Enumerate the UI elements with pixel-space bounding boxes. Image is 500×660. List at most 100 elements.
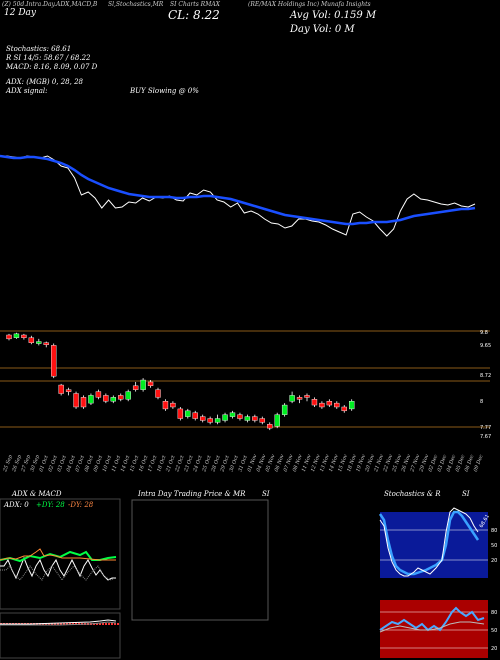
rsi-blue-line: [379, 606, 485, 632]
candle: [51, 345, 57, 377]
adx-panel: ADX & MACD ADX: 0 +DY: 28 -DY: 28: [0, 490, 121, 659]
candle: [6, 334, 12, 340]
candle: [170, 402, 176, 408]
candle: [341, 406, 347, 412]
x-axis-label: 02 Dec: [428, 454, 440, 473]
dim-label: -DY: 28: [68, 501, 94, 509]
header-signal: BUY Slowing @ 0%: [130, 87, 199, 95]
x-axis-label: 04 Dec: [446, 454, 458, 473]
candle: [289, 395, 295, 402]
header-macd: MACD: 8.16, 8.09, 0.07 D: [6, 63, 98, 71]
candle-y-tick: 9.65: [480, 343, 491, 349]
adx-white-line: [0, 556, 116, 581]
header-adx: ADX: (MGB) 0, 28, 28: [6, 78, 83, 86]
candle-y-tick: 8: [480, 399, 483, 405]
x-axis-label: 07 Oct: [75, 454, 87, 473]
x-axis-label: 09 Oct: [93, 454, 105, 473]
candle: [58, 384, 64, 394]
x-axis-label: 30 Sep: [29, 453, 41, 472]
x-axis-label: 08 Oct: [84, 454, 96, 473]
intraday-title: Intra Day Trading Price & MR: [137, 490, 246, 498]
candle: [65, 389, 72, 392]
candle: [304, 395, 310, 398]
candle: [267, 424, 273, 429]
x-axis-label: 15 Oct: [129, 454, 141, 473]
candle: [110, 397, 117, 402]
x-axis-label: 10 Oct: [102, 454, 114, 473]
header-top-right: (RE/MAX Holdings Inc) Munafa Insights: [248, 1, 371, 8]
header-top-mid: Sl,Stochastics,MR: [108, 1, 164, 8]
x-axis-label: 06 Dec: [464, 454, 476, 473]
candle: [140, 379, 146, 390]
candle-grid: [0, 330, 490, 428]
x-axis-label: 04 Nov: [256, 453, 268, 472]
candle: [222, 414, 228, 421]
candle: [13, 333, 20, 338]
candle: [132, 385, 139, 390]
stoch-white-line: [379, 507, 479, 577]
stoch-title: Stochastics & R: [384, 490, 441, 498]
candle: [199, 416, 206, 421]
candle: [185, 410, 191, 417]
adx-panel-title: ADX & MACD: [11, 490, 62, 498]
x-axis-label: 16 Oct: [138, 454, 150, 473]
adx-label: ADX: 0: [3, 501, 29, 509]
header-top-left: (Z) 50d.Intra.Day.ADX,MACD,B: [2, 1, 98, 8]
candle-y-tick: 8.72: [480, 373, 491, 379]
header-top-mid2: SI Charts RMAX: [170, 1, 220, 8]
candle: [103, 395, 109, 402]
candle: [259, 418, 265, 423]
x-axis-label: 19 Nov: [355, 453, 367, 472]
candle: [274, 414, 280, 427]
candle: [214, 418, 221, 423]
x-axis-label: 05 Nov: [265, 453, 277, 472]
candle: [281, 404, 288, 415]
candle: [118, 395, 124, 400]
main-lines: [0, 154, 476, 237]
x-axis-label: 11 Nov: [301, 453, 313, 472]
adx-grey-line: [0, 565, 117, 581]
candle: [296, 397, 303, 400]
x-axis-label: 01 Nov: [247, 453, 259, 472]
candle: [80, 397, 87, 408]
intraday-title2: SI: [262, 490, 270, 498]
price-line: [0, 155, 476, 237]
x-axis-label: 03 Oct: [57, 454, 69, 473]
x-axis-label: 18 Nov: [346, 453, 358, 472]
candle: [237, 414, 243, 419]
candle: [73, 393, 79, 408]
candles: [6, 332, 355, 431]
candle: [162, 401, 169, 410]
candle: [311, 399, 318, 406]
candle: [349, 401, 355, 410]
rsi-tick-20: 20: [491, 646, 497, 652]
x-axis-label: 05 Dec: [455, 454, 467, 473]
stoch-blue-line: [378, 510, 480, 576]
x-axis-label: 09 Dec: [473, 454, 485, 473]
stoch-title2: SI: [462, 490, 470, 498]
x-axis-label: 18 Oct: [156, 454, 168, 473]
x-axis-label: 15 Nov: [337, 453, 349, 472]
x-axis-label: 06 Nov: [274, 453, 286, 472]
header-price: CL: 8.22: [168, 8, 220, 22]
candle: [155, 389, 161, 398]
candle: [177, 408, 184, 419]
macd-line: [0, 619, 117, 625]
candle: [192, 412, 198, 419]
candle: [229, 412, 236, 417]
header-rsi: R SI 14/5: 58.67 / 68.22: [6, 54, 91, 62]
dip-label: +DY: 28: [36, 501, 65, 509]
x-axis-label: 13 Nov: [319, 453, 331, 472]
x-axis-label: 11 Oct: [111, 454, 123, 473]
candle-y-tick: 7.77: [480, 425, 491, 431]
moving-average-line: [0, 154, 476, 226]
stoch-tick-50: 50: [491, 543, 497, 549]
candle: [21, 334, 27, 338]
x-axis-label: 14 Oct: [120, 454, 132, 473]
candle: [334, 402, 340, 408]
x-axis-label: 14 Nov: [328, 453, 340, 472]
candle: [36, 341, 42, 344]
candle: [319, 402, 325, 408]
x-axis-label: 12 Nov: [310, 453, 322, 472]
